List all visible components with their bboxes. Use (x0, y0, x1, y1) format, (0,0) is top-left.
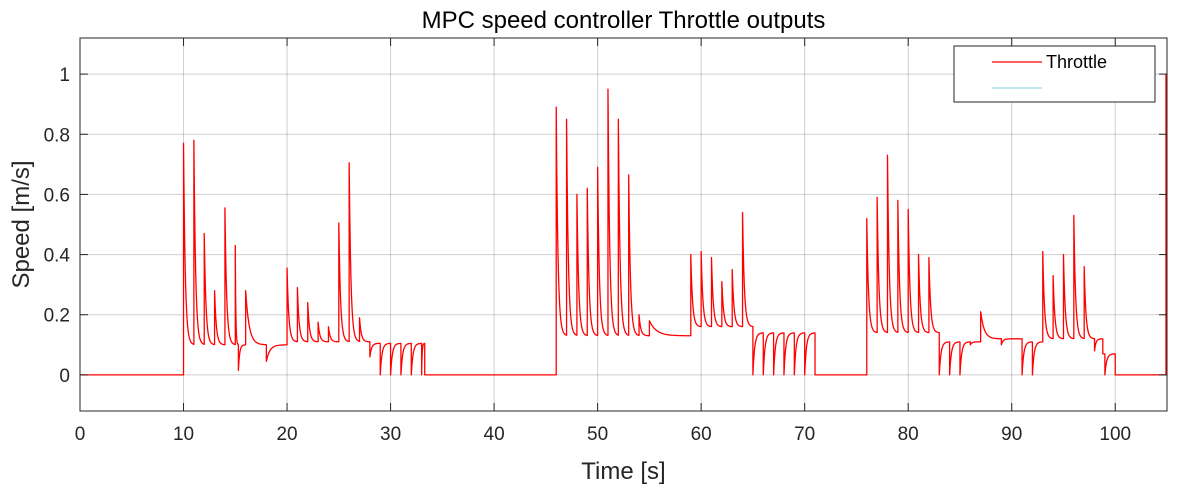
x-tick-labels: 0 10 20 30 40 50 60 70 80 90 100 (75, 424, 1131, 445)
y-tick-label: 0.6 (44, 185, 70, 206)
x-tick-label: 50 (587, 424, 608, 445)
y-tick-label: 0.4 (44, 246, 71, 267)
series-layer (80, 73, 1167, 376)
x-tick-label: 70 (794, 424, 815, 445)
tick-marks (79, 38, 1167, 411)
y-tick-label: 1 (59, 65, 70, 86)
x-tick-label: 10 (173, 424, 194, 445)
y-tick-labels: 0 0.2 0.4 0.6 0.8 1 (44, 65, 71, 387)
chart-title: MPC speed controller Throttle outputs (422, 7, 826, 34)
x-tick-label: 90 (1001, 424, 1022, 445)
x-axis-label: Time [s] (581, 458, 665, 485)
x-tick-label: 20 (276, 424, 297, 445)
x-tick-label: 40 (484, 424, 505, 445)
legend-box (953, 45, 1156, 103)
series-line-throttle (80, 73, 1167, 376)
y-axis-label: Speed [m/s] (8, 160, 35, 288)
legend-entry-throttle: Throttle (1046, 52, 1107, 72)
x-tick-label: 30 (380, 424, 401, 445)
x-tick-label: 80 (898, 424, 919, 445)
axes-box (79, 37, 1168, 412)
x-tick-label: 0 (75, 424, 86, 445)
y-tick-label: 0.2 (44, 306, 70, 327)
legend: Throttle (953, 45, 1156, 103)
x-tick-label: 100 (1099, 424, 1131, 445)
y-tick-label: 0 (59, 366, 70, 387)
y-tick-label: 0.8 (44, 125, 70, 146)
x-tick-label: 60 (691, 424, 712, 445)
